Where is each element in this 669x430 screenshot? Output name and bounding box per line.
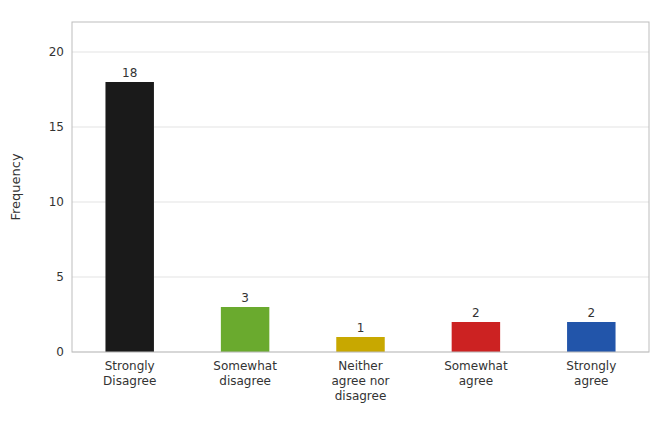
- bars: [105, 82, 615, 352]
- y-axis: 0 5 10 15 20: [49, 45, 64, 359]
- bar: [105, 82, 153, 352]
- x-axis: StronglyDisagree Somewhatdisagree Neithera…: [103, 359, 616, 403]
- data-label: 2: [587, 306, 595, 320]
- data-label: 2: [472, 306, 480, 320]
- data-label: 3: [241, 291, 249, 305]
- x-tick-label: Neitheragree nordisagree: [331, 359, 389, 403]
- y-tick-label: 10: [49, 195, 64, 209]
- page: {"chart_data": {"type": "bar", "ylabel":…: [0, 0, 669, 430]
- plot-frame: [72, 22, 649, 352]
- x-tick-label: Stronglyagree: [566, 359, 616, 388]
- data-labels: 18 3 1 2 2: [122, 66, 595, 335]
- x-tick-label: Somewhatdisagree: [213, 359, 277, 388]
- bar: [336, 337, 384, 352]
- bar: [221, 307, 269, 352]
- y-tick-label: 5: [56, 270, 64, 284]
- grid-line: [72, 127, 649, 128]
- chart-container: 0 5 10 15 20 18 3 1 2 2 StronglyDisagree Somewhatdi…: [0, 0, 669, 430]
- y-tick-label: 0: [56, 345, 64, 359]
- data-label: 18: [122, 66, 137, 80]
- y-tick-label: 20: [49, 45, 64, 59]
- bar: [567, 322, 615, 352]
- y-axis-label: Frequency: [8, 153, 23, 220]
- x-tick-label: Somewhatagree: [444, 359, 508, 388]
- grid-line: [72, 202, 649, 203]
- grid-line: [72, 52, 649, 53]
- data-label: 1: [357, 321, 365, 335]
- y-tick-label: 15: [49, 120, 64, 134]
- x-tick-label: StronglyDisagree: [103, 359, 156, 388]
- bar: [452, 322, 500, 352]
- grid: [72, 52, 649, 352]
- chart: 0 5 10 15 20 18 3 1 2 2 StronglyDisagree Somewhatdi…: [0, 0, 669, 430]
- grid-line: [72, 277, 649, 278]
- plot-area: [72, 22, 649, 352]
